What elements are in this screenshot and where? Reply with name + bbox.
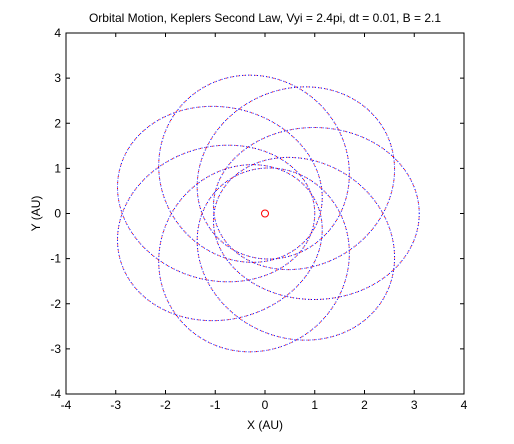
x-tick-label: 0 <box>262 398 269 412</box>
x-axis-label: X (AU) <box>247 418 283 432</box>
x-tick-label: -4 <box>61 398 72 412</box>
y-tick-label: -2 <box>50 297 61 311</box>
orbit-trajectory <box>117 74 420 353</box>
y-tick-label: 2 <box>54 116 61 130</box>
y-axis-label: Y (AU) <box>29 196 43 232</box>
y-tick-label: -3 <box>50 342 61 356</box>
y-tick-label: 4 <box>54 26 61 40</box>
x-tick-label: 2 <box>361 398 368 412</box>
y-tick-label: 0 <box>54 207 61 221</box>
y-tick-label: 1 <box>54 161 61 175</box>
x-tick-label: -3 <box>110 398 121 412</box>
orbit-path-red <box>117 74 420 353</box>
x-tick-label: -2 <box>160 398 171 412</box>
x-tick-label: -1 <box>210 398 221 412</box>
x-tick-label: 4 <box>461 398 468 412</box>
y-tick-label: -4 <box>50 387 61 401</box>
chart-title: Orbital Motion, Keplers Second Law, Vyi … <box>89 11 441 25</box>
sun-marker <box>261 209 269 218</box>
x-tick-label: 3 <box>411 398 418 412</box>
x-tick-label: 1 <box>311 398 318 412</box>
y-tick-label: -1 <box>50 252 61 266</box>
y-tick-label: 3 <box>54 71 61 85</box>
orbit-path-blue <box>117 74 420 353</box>
sun-marker-layer <box>261 209 269 218</box>
axis-ticks: -4 -3 -2 -1 0 1 2 3 4 -4 -3 -2 -1 0 1 2 3 4 <box>50 26 467 412</box>
